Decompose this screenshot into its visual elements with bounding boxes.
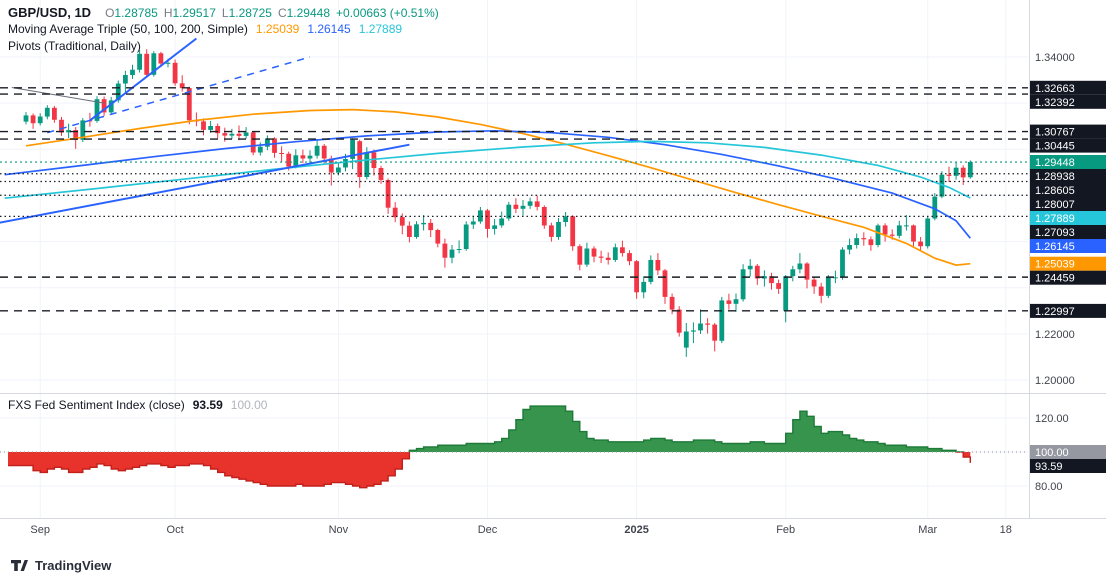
axis-badge: 1.32392 (1030, 94, 1106, 109)
axis-label: Sep (30, 524, 50, 536)
svg-text:1.26145: 1.26145 (1035, 241, 1075, 253)
axis-badge: 1.26145 (1030, 239, 1106, 253)
svg-text:1.22997: 1.22997 (1035, 306, 1075, 318)
symbol-title: GBP/USD, 1D (8, 5, 92, 20)
axis-badge: 1.27093 (1030, 225, 1106, 239)
open-readout: O1.28785 (105, 6, 158, 20)
svg-text:100.00: 100.00 (1035, 447, 1069, 459)
axis-label: Dec (478, 524, 498, 536)
high-readout: H1.29517 (164, 6, 216, 20)
sentiment-area-positive (8, 406, 971, 452)
svg-text:1.30767: 1.30767 (1035, 127, 1075, 139)
ma50-value: 1.25039 (255, 22, 300, 36)
svg-text:1.30445: 1.30445 (1035, 141, 1075, 153)
ma200-value: 1.27889 (358, 22, 403, 36)
axis-label: 1.20000 (1035, 375, 1075, 387)
axis-badge: 1.30767 (1030, 124, 1106, 139)
sentiment-value: 93.59 (192, 398, 223, 412)
axis-badge: 1.28605 (1030, 183, 1106, 197)
symbol-legend-row[interactable]: GBP/USD, 1D O1.28785 H1.29517 L1.28725 C… (8, 5, 439, 22)
svg-text:1.29448: 1.29448 (1035, 157, 1075, 169)
axis-label: Mar (918, 524, 937, 536)
low-label: L (221, 6, 229, 20)
sentiment-legend-row[interactable]: FXS Fed Sentiment Index (close) 93.59 10… (8, 398, 267, 412)
svg-text:1.32663: 1.32663 (1035, 83, 1075, 95)
open-label: O (105, 6, 115, 20)
ma-legend-row[interactable]: Moving Average Triple (50, 100, 200, Sim… (8, 22, 439, 39)
change-value: +0.00663 (+0.51%) (336, 6, 439, 20)
svg-text:1.28605: 1.28605 (1035, 185, 1075, 197)
sentiment-baseline-value: 100.00 (230, 398, 268, 412)
axis-badge: 1.28938 (1030, 169, 1106, 183)
svg-text:1.25039: 1.25039 (1035, 259, 1075, 271)
svg-text:1.27889: 1.27889 (1035, 213, 1075, 225)
sma-100-line (4, 129, 971, 239)
low-value: 1.28725 (228, 6, 272, 20)
tradingview-watermark[interactable]: TradingView (10, 556, 111, 575)
sentiment-area-negative (8, 452, 971, 488)
sma-200-line (4, 140, 971, 200)
svg-text:1.27093: 1.27093 (1035, 227, 1075, 239)
ma-indicator-title: Moving Average Triple (50, 100, 200, Sim… (8, 22, 248, 36)
ma100-value: 1.26145 (307, 22, 351, 36)
axis-badge: 1.28007 (1030, 197, 1106, 211)
axis-label: 1.22000 (1035, 329, 1075, 341)
sentiment-indicator-title: FXS Fed Sentiment Index (close) (8, 398, 185, 412)
axis-label: 80.00 (1035, 481, 1063, 493)
axis-label: 120.00 (1035, 413, 1069, 425)
trendline[interactable] (47, 56, 311, 134)
axis-label: 18 (1000, 524, 1012, 536)
axis-label: Oct (167, 524, 184, 536)
svg-text:1.28938: 1.28938 (1035, 171, 1075, 183)
axis-badge: 1.32663 (1030, 80, 1106, 95)
open-value: 1.28785 (114, 6, 158, 20)
svg-text:93.59: 93.59 (1035, 461, 1063, 473)
trendline[interactable] (11, 87, 105, 104)
axis-badge: 1.29448 (1030, 155, 1106, 169)
axis-badge: 1.27889 (1030, 211, 1106, 225)
axis-badge: 1.22997 (1030, 303, 1106, 318)
close-label: C (277, 6, 287, 20)
high-label: H (163, 6, 173, 20)
close-readout: C1.29448 (278, 6, 330, 20)
pivots-indicator-title: Pivots (Traditional, Daily) (8, 39, 141, 53)
axis-badge: 93.59 (1030, 459, 1106, 473)
axis-badge: 1.25039 (1030, 256, 1106, 271)
axis-label: Nov (329, 524, 349, 536)
axis-badge: 100.00 (1030, 445, 1106, 459)
axis-label: 2025 (624, 524, 648, 536)
pivots-legend-row[interactable]: Pivots (Traditional, Daily) (8, 39, 439, 56)
low-readout: L1.28725 (222, 6, 272, 20)
axis-badge: 1.30445 (1030, 138, 1106, 153)
axis-label: Feb (776, 524, 795, 536)
candles-layer (23, 49, 973, 357)
close-value: 1.29448 (286, 6, 331, 20)
sentiment-line (408, 405, 964, 452)
trendline[interactable] (0, 143, 410, 224)
axis-label: 1.34000 (1035, 52, 1075, 64)
trendline[interactable] (89, 37, 198, 122)
svg-text:1.28007: 1.28007 (1035, 199, 1075, 211)
svg-text:1.32392: 1.32392 (1035, 97, 1075, 109)
chart-legend: GBP/USD, 1D O1.28785 H1.29517 L1.28725 C… (8, 5, 439, 56)
tradingview-logo-icon (11, 560, 28, 571)
high-value: 1.29517 (172, 6, 216, 20)
svg-text:1.24459: 1.24459 (1035, 273, 1075, 285)
tradingview-watermark-label: TradingView (35, 558, 112, 573)
axis-badge: 1.24459 (1030, 270, 1106, 285)
sentiment-line (8, 452, 971, 489)
